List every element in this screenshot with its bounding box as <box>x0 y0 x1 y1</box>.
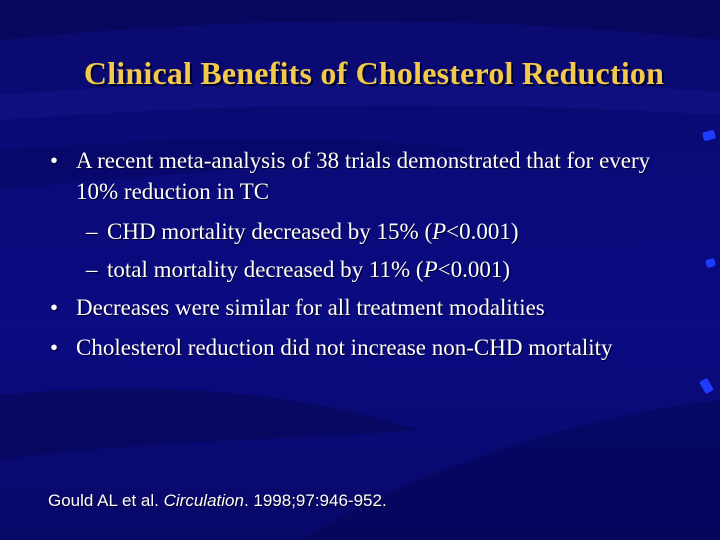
bullet-item: • Decreases were similar for all treatme… <box>46 292 686 323</box>
bullet-list: • A recent meta-analysis of 38 trials de… <box>46 145 686 372</box>
sub-bullet-text: CHD mortality decreased by 15% ( <box>107 219 433 244</box>
bullet-marker: • <box>50 148 59 173</box>
bullet-marker: • <box>50 335 59 360</box>
citation-authors: Gould AL et al. <box>48 491 159 510</box>
p-value-text: <0.001) <box>446 219 519 244</box>
bullet-item: • Cholesterol reduction did not increase… <box>46 332 686 363</box>
p-value-symbol: P <box>423 257 438 282</box>
citation-journal: Circulation <box>163 491 244 510</box>
bullet-marker: • <box>50 295 59 320</box>
citation: Gould AL et al. Circulation. 1998;97:946… <box>48 490 387 512</box>
p-value-symbol: P <box>432 219 447 244</box>
citation-details: . 1998;97:946-952. <box>243 491 387 510</box>
sub-bullet-item: – CHD mortality decreased by 15% (P<0.00… <box>46 216 686 247</box>
sub-bullet-item: – total mortality decreased by 11% (P<0.… <box>46 254 686 285</box>
bullet-text: Decreases were similar for all treatment… <box>76 295 545 320</box>
bullet-text: Cholesterol reduction did not increase n… <box>76 335 613 360</box>
slide-title: Clinical Benefits of Cholesterol Reducti… <box>83 55 665 91</box>
sub-bullet-marker: – <box>86 257 98 282</box>
sub-bullet-text: total mortality decreased by 11% ( <box>107 257 424 282</box>
bullet-item: • A recent meta-analysis of 38 trials de… <box>46 145 686 207</box>
p-value-text: <0.001) <box>437 257 511 282</box>
sub-bullet-marker: – <box>86 219 98 244</box>
bullet-text: A recent meta-analysis of 38 trials demo… <box>76 148 651 204</box>
